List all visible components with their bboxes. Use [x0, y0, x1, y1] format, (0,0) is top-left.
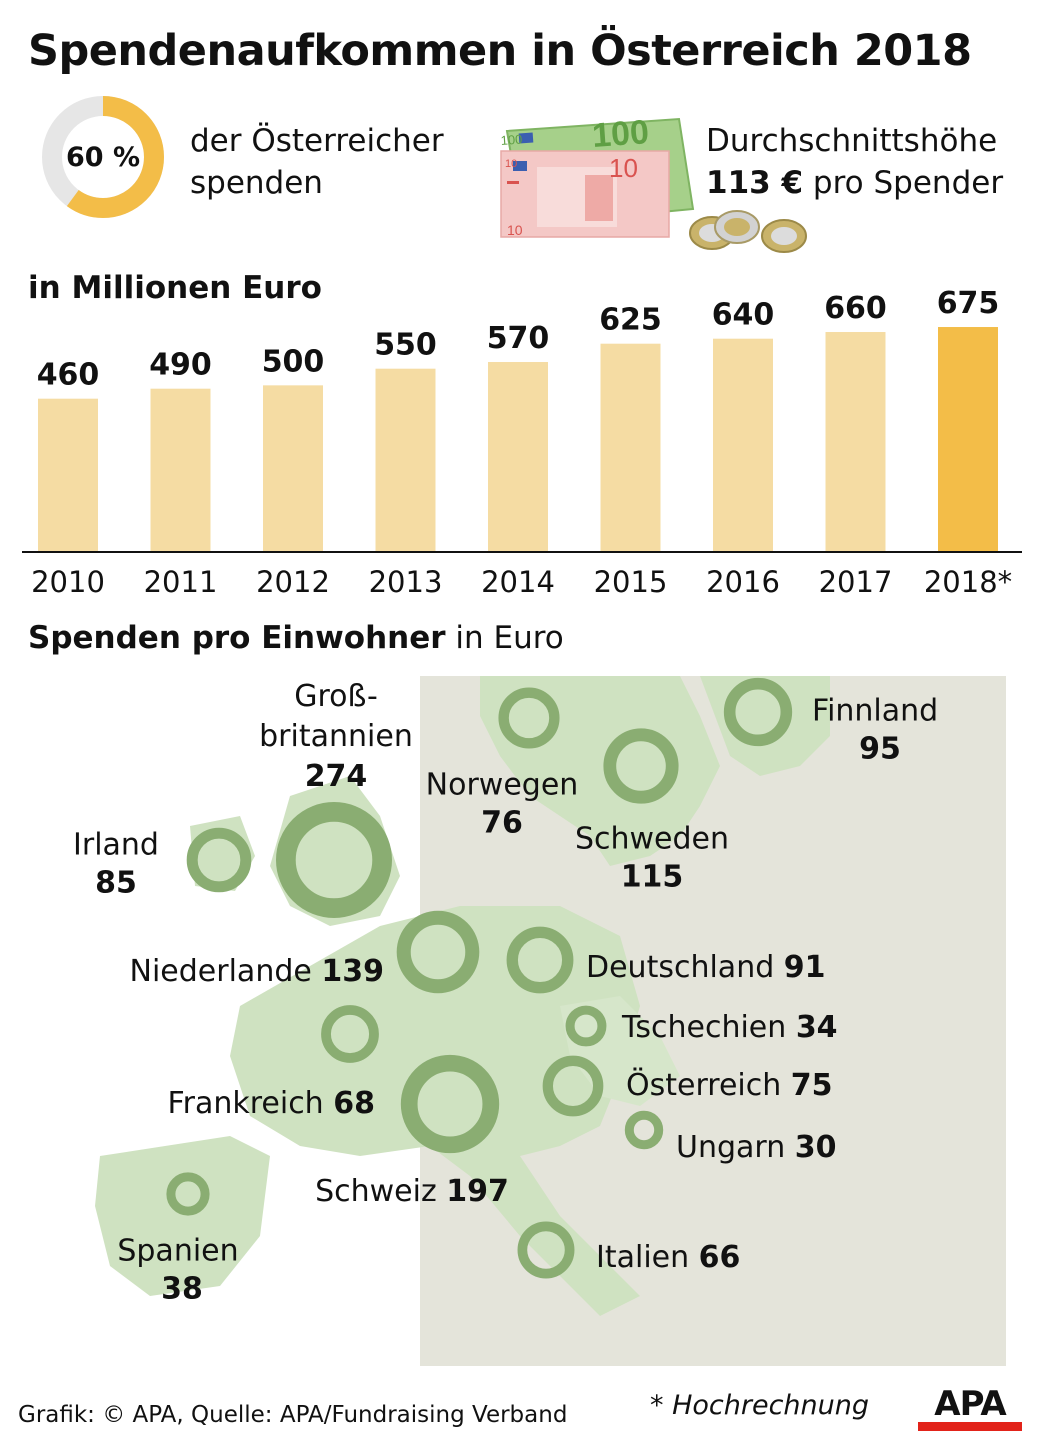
footnote: * Hochrechnung	[650, 1390, 870, 1421]
country-label: britannien	[259, 719, 413, 754]
country-label: Spanien	[117, 1234, 238, 1269]
country-label: Niederlande 139	[130, 954, 384, 989]
bar-2013	[375, 368, 436, 552]
country-label: Italien 66	[596, 1240, 740, 1275]
x-tick-label: 2014	[481, 565, 555, 599]
country-value: 38	[161, 1272, 203, 1307]
bubble-frankreich	[321, 1005, 379, 1063]
country-label: Groß-	[294, 679, 378, 714]
country-label: Tschechien 34	[621, 1010, 838, 1045]
share-text-line2: spenden	[190, 165, 323, 201]
bubble-italien	[517, 1221, 575, 1279]
country-label: Irland	[73, 828, 159, 863]
svg-text:100: 100	[591, 113, 650, 155]
average-amount: 113 €	[706, 165, 804, 201]
svg-text:10: 10	[505, 158, 517, 170]
bar-2011	[150, 388, 211, 552]
average-text-line1: Durchschnittshöhe	[706, 123, 998, 159]
bar-2010	[38, 398, 98, 552]
bubble-schweden	[603, 728, 679, 804]
share-donut	[42, 96, 164, 218]
country-label: Ungarn 30	[676, 1130, 837, 1165]
share-text: der Österreicher spenden	[190, 120, 444, 204]
bar-2012	[263, 385, 323, 552]
land-central	[230, 906, 640, 1316]
bubble-österreich	[542, 1055, 604, 1117]
x-tick-label: 2011	[144, 565, 218, 599]
bubble-tschechien	[565, 1005, 607, 1047]
x-tick-label: 2013	[369, 565, 443, 599]
source-credit: Grafik: © APA, Quelle: APA/Fundraising V…	[18, 1402, 568, 1428]
bar-value-label: 675	[937, 290, 1000, 321]
average-text: Durchschnittshöhe 113 € pro Spender	[706, 120, 1003, 204]
bar-value-label: 490	[149, 348, 212, 383]
page-title: Spendenaufkommen in Österreich 2018	[28, 26, 972, 76]
x-tick-label: 2012	[256, 565, 330, 599]
bar-2018*	[938, 327, 998, 552]
apa-logo-bar	[918, 1422, 1022, 1431]
country-value: 274	[305, 759, 368, 794]
coin-icon	[714, 210, 760, 244]
bubble-irland	[186, 827, 252, 893]
bar-2017	[825, 332, 886, 552]
bar-value-label: 640	[712, 298, 775, 333]
map-title: Spenden pro Einwohner in Euro	[28, 620, 564, 656]
land-scandinavia	[480, 676, 720, 866]
bubble-schweiz	[400, 1054, 500, 1154]
country-label: Österreich 75	[626, 1067, 833, 1103]
donut-fill	[42, 96, 164, 218]
x-tick-label: 2017	[819, 565, 893, 599]
bar-value-label: 550	[374, 328, 437, 363]
svg-text:10: 10	[609, 153, 638, 183]
bubble-niederlande	[396, 910, 480, 994]
bubble-norwegen	[498, 687, 560, 749]
coin-icon	[761, 219, 807, 253]
apa-logo: APA	[918, 1384, 1022, 1431]
map-title-unit: in Euro	[455, 620, 564, 656]
country-label: Schweiz 197	[315, 1174, 509, 1209]
country-value: 115	[621, 860, 684, 895]
apa-logo-text: APA	[934, 1384, 1006, 1424]
share-value: 60 %	[65, 141, 141, 173]
country-label: Deutschland 91	[586, 950, 826, 985]
banknote-10-icon: 10 10 10	[500, 150, 670, 238]
x-tick-label: 2018*	[924, 565, 1012, 599]
bar-chart: 460 2010 490 2011 500 2012 550 2013 570 2014 625 20…	[22, 290, 1022, 599]
bubble-spanien	[166, 1172, 210, 1216]
country-value: 85	[95, 866, 137, 901]
average-suffix: pro Spender	[803, 165, 1004, 201]
country-label: Schweden	[575, 822, 729, 857]
bar-value-label: 570	[487, 321, 550, 356]
bubble-ungarn	[624, 1110, 664, 1150]
bar-chart-title: in Millionen Euro	[28, 270, 322, 306]
bar-value-label: 500	[262, 344, 325, 379]
bubble-finnland	[723, 677, 793, 747]
country-label: Finnland	[812, 694, 938, 729]
bubble-groß-britannien	[275, 802, 392, 918]
country-value: 76	[481, 806, 523, 841]
share-text-line1: der Österreicher	[190, 123, 444, 159]
average-text-line2: 113 € pro Spender	[706, 162, 1003, 204]
bar-value-label: 460	[37, 358, 100, 393]
land-iberia	[95, 1136, 270, 1296]
money-illustration: 100 100 10 10 10	[500, 113, 807, 253]
country-label: Frankreich 68	[168, 1086, 375, 1121]
map-title-bold: Spenden pro Einwohner	[28, 620, 446, 656]
country-label: Norwegen	[426, 768, 579, 803]
x-tick-label: 2010	[31, 565, 105, 599]
bar-value-label: 625	[599, 303, 662, 338]
x-tick-label: 2016	[706, 565, 780, 599]
bubble-deutschland	[506, 926, 574, 994]
bar-2015	[600, 343, 661, 552]
svg-text:10: 10	[507, 222, 523, 238]
x-tick-label: 2015	[594, 565, 668, 599]
country-value: 95	[859, 732, 901, 767]
bar-2016	[713, 338, 773, 552]
bar-value-label: 660	[824, 291, 887, 326]
svg-text:100: 100	[500, 132, 523, 148]
bar-2014	[488, 362, 548, 552]
